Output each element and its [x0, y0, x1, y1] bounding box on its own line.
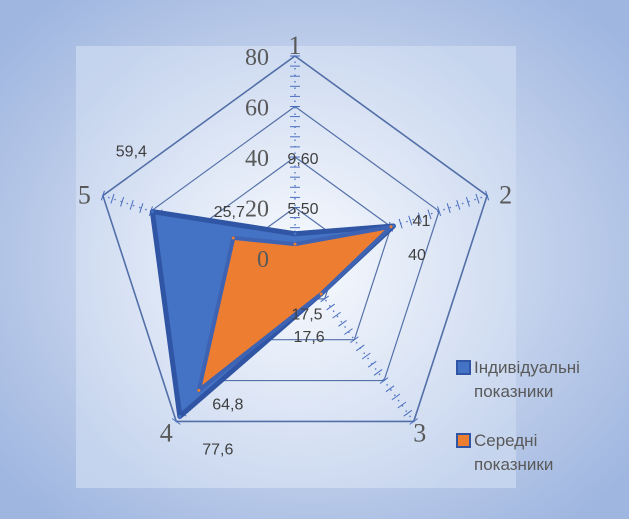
axis-tick	[120, 196, 125, 207]
data-label-s1-3: 17,5	[291, 307, 322, 324]
axis-tick	[350, 336, 359, 344]
axis-tick	[355, 344, 365, 352]
radial-tick-label-0: 0	[257, 247, 269, 273]
radial-tick-label-40: 40	[245, 146, 269, 172]
legend-label-2-line-1: Середні	[474, 431, 537, 450]
data-label-s1-5: 59,4	[116, 144, 147, 161]
grid-ring-60	[150, 105, 440, 382]
axis-tick	[456, 200, 461, 210]
data-point-s2-3	[319, 292, 323, 296]
data-label-s1-2: 41	[413, 213, 431, 230]
axis-tick	[409, 418, 419, 425]
axis-tick	[403, 409, 413, 417]
axis-tick	[385, 385, 395, 393]
axis-tick	[139, 203, 144, 213]
axis-tick	[361, 352, 371, 360]
axis-tick	[367, 360, 377, 368]
axis-tick	[100, 190, 105, 201]
legend-swatch-1	[456, 360, 471, 375]
data-label-s2-1: 5,50	[287, 201, 318, 218]
axis-tick	[332, 311, 341, 319]
grid-ring-80	[101, 55, 489, 423]
axis-tick	[446, 203, 451, 213]
data-label-s1-4: 77,6	[202, 442, 233, 459]
axis-tick	[437, 206, 442, 217]
category-label-3: 3	[413, 418, 426, 447]
data-point-s2-5	[231, 236, 235, 240]
category-label-5: 5	[78, 181, 91, 210]
data-label-s2-2: 40	[408, 247, 426, 264]
data-point-s2-1	[293, 242, 297, 246]
legend-label-2-line-2: показники	[474, 455, 553, 474]
radial-tick-label-60: 60	[245, 96, 269, 122]
legend-swatch-2	[456, 433, 471, 448]
axis-tick	[408, 215, 413, 226]
axis-tick	[465, 196, 470, 207]
axis-tick	[398, 218, 403, 229]
data-label-s2-5: 25,7	[214, 204, 245, 221]
radial-tick-label-20: 20	[245, 197, 269, 223]
data-point-s2-4	[197, 388, 201, 392]
grid-ring-40	[198, 156, 392, 341]
data-label-s1-1: 9,60	[287, 151, 318, 168]
axis-tick	[326, 303, 335, 311]
radial-tick-label-80: 80	[245, 45, 269, 71]
axis-tick	[475, 193, 480, 204]
category-label-2: 2	[499, 181, 512, 210]
category-label-1: 1	[289, 31, 302, 60]
axis-tick	[485, 190, 490, 201]
series-area-2	[196, 224, 394, 393]
axis-tick	[320, 295, 330, 303]
legend-label-1-line-2: показники	[474, 382, 553, 401]
axis-tick	[344, 328, 353, 335]
axis-tick	[171, 418, 181, 425]
data-point-s1-5	[150, 210, 154, 214]
axis-tick	[417, 212, 422, 223]
data-label-s2-3: 17,6	[294, 329, 325, 346]
data-point-s1-1	[293, 232, 297, 236]
legend-label-1-line-1: Індивідуальні	[474, 358, 580, 377]
axis-tick	[129, 200, 134, 210]
data-label-s2-4: 64,8	[212, 396, 243, 413]
axis-tick	[379, 377, 389, 384]
category-label-4: 4	[160, 418, 173, 447]
axis-tick	[110, 193, 115, 204]
axis-tick	[391, 393, 401, 401]
axis-tick	[338, 320, 347, 327]
axis-tick	[397, 401, 407, 409]
data-point-s1-4	[178, 415, 182, 419]
axis-tick	[427, 209, 432, 220]
data-point-s2-2	[389, 225, 393, 229]
axis-tick	[373, 369, 383, 376]
